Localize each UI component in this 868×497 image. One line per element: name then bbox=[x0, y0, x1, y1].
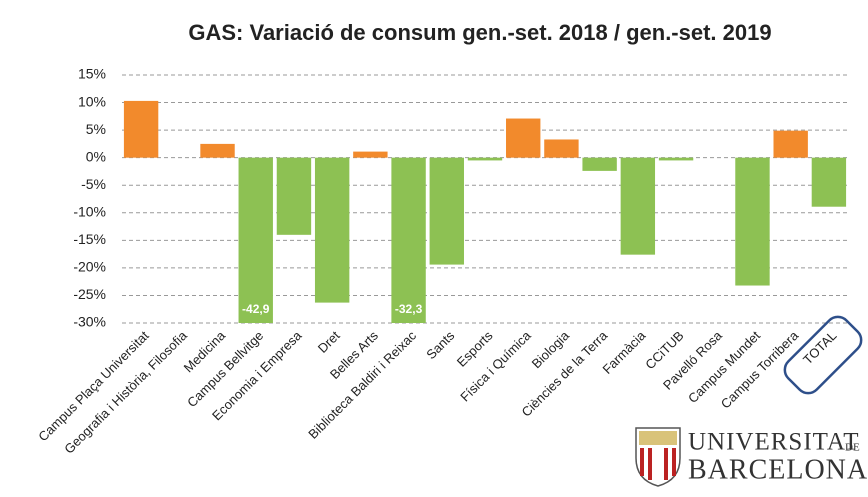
bar bbox=[123, 100, 159, 158]
y-tick-label: 5% bbox=[86, 121, 106, 137]
x-tick-label: TOTAL bbox=[800, 328, 839, 367]
bar bbox=[238, 157, 273, 323]
bar bbox=[200, 143, 235, 158]
bar bbox=[773, 130, 808, 158]
logo-stripe bbox=[672, 448, 676, 476]
logo-stripe bbox=[664, 448, 668, 480]
x-tick-label: Física i Química bbox=[457, 327, 534, 404]
value-label: -42,9 bbox=[242, 302, 270, 316]
y-tick-label: -10% bbox=[73, 203, 106, 219]
x-tick-label: Farmàcia bbox=[599, 327, 648, 376]
x-tick-label: Sants bbox=[423, 328, 457, 362]
bar bbox=[544, 139, 579, 158]
bar bbox=[506, 118, 541, 158]
logo-name: UNIVERSITAT bbox=[688, 429, 860, 456]
logo-stripe bbox=[648, 448, 652, 480]
bar bbox=[314, 157, 350, 303]
bar bbox=[811, 157, 847, 207]
logo-crest-top bbox=[639, 431, 677, 445]
bar bbox=[276, 157, 312, 235]
logo: UNIVERSITAT DE BARCELONA bbox=[635, 427, 868, 487]
y-tick-label: 15% bbox=[78, 66, 106, 82]
y-tick-label: 0% bbox=[86, 148, 106, 164]
logo-city: BARCELONA bbox=[688, 454, 868, 485]
y-tick-label: 10% bbox=[78, 93, 106, 109]
bar bbox=[658, 157, 694, 161]
bar bbox=[467, 157, 503, 161]
chart-title: GAS: Variació de consum gen.-set. 2018 /… bbox=[188, 20, 771, 45]
y-tick-label: -25% bbox=[73, 286, 106, 302]
value-label: -32,3 bbox=[395, 302, 423, 316]
y-tick-label: -30% bbox=[73, 314, 106, 330]
bar bbox=[582, 157, 617, 171]
y-tick-label: -5% bbox=[81, 176, 106, 192]
y-tick-label: -15% bbox=[73, 231, 106, 247]
logo-stripe bbox=[640, 448, 644, 476]
bar bbox=[620, 157, 656, 255]
total-highlight bbox=[783, 315, 863, 395]
bar bbox=[429, 157, 464, 265]
y-tick-label: -20% bbox=[73, 259, 106, 275]
bar bbox=[391, 157, 426, 323]
bar bbox=[353, 151, 388, 158]
logo-suffix: DE bbox=[845, 442, 860, 454]
bar bbox=[735, 157, 770, 286]
x-tick-label: Dret bbox=[315, 328, 343, 356]
